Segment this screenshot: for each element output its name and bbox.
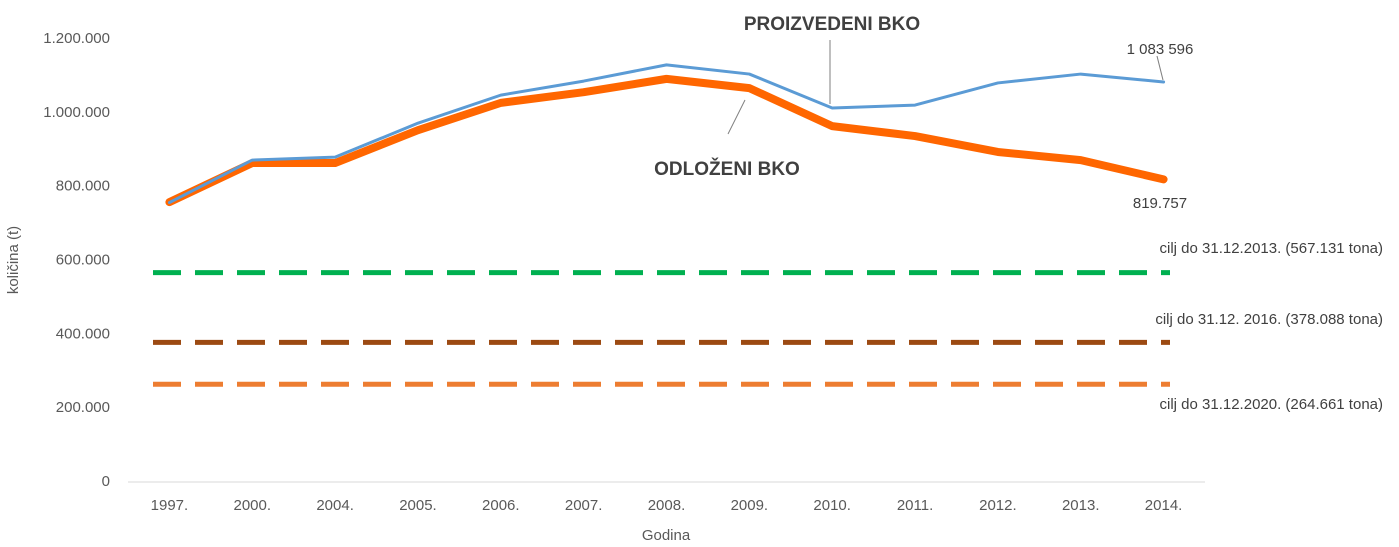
y-tick-label: 200.000 xyxy=(56,399,110,416)
y-tick-label: 1.000.000 xyxy=(43,104,110,121)
value-label: 819.757 xyxy=(1133,195,1187,212)
series-line xyxy=(165,74,1168,207)
x-tick-label: 2013. xyxy=(1062,497,1100,514)
x-tick-label: 2006. xyxy=(482,497,520,514)
value-label: 1 083 596 xyxy=(1127,41,1194,58)
y-tick-label: 400.000 xyxy=(56,325,110,342)
x-tick-label: 2000. xyxy=(233,497,271,514)
x-tick-label: 2011. xyxy=(897,497,933,514)
x-tick-label: 2009. xyxy=(731,497,769,514)
series-label: ODLOŽENI BKO xyxy=(654,158,800,180)
x-tick-label: 2010. xyxy=(813,497,851,514)
leader-line xyxy=(727,99,746,135)
x-axis-label: Godina xyxy=(642,527,691,544)
reference-label: cilj do 31.12.2013. (567.131 tona) xyxy=(1160,240,1384,257)
series-label: PROIZVEDENI BKO xyxy=(744,14,920,35)
x-tick-label: 2005. xyxy=(399,497,437,514)
y-tick-label: 1.200.000 xyxy=(43,30,110,47)
x-tick-label: 2014. xyxy=(1145,497,1183,514)
series-line xyxy=(167,63,1166,205)
y-tick-label: 600.000 xyxy=(56,251,110,268)
y-axis-label: količina (t) xyxy=(5,226,22,294)
x-tick-label: 2007. xyxy=(565,497,603,514)
x-tick-label: 2008. xyxy=(648,497,686,514)
reference-label: cilj do 31.12. 2016. (378.088 tona) xyxy=(1155,311,1383,328)
y-tick-label: 0 xyxy=(102,473,110,490)
x-tick-label: 1997. xyxy=(151,497,189,514)
x-tick-label: 2012. xyxy=(979,497,1017,514)
reference-label: cilj do 31.12.2020. (264.661 tona) xyxy=(1160,396,1384,413)
x-tick-label: 2004. xyxy=(316,497,354,514)
y-tick-label: 800.000 xyxy=(56,178,110,195)
leader-line xyxy=(1156,55,1164,81)
